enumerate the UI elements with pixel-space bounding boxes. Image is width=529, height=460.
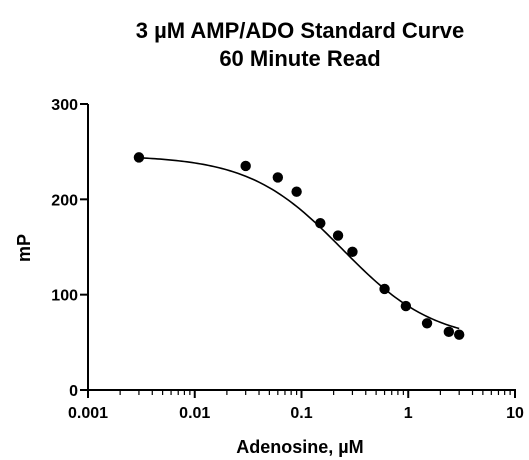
chart-subtitle: 60 Minute Read bbox=[219, 46, 380, 71]
data-point bbox=[315, 217, 326, 229]
x-tick-label: 0.01 bbox=[179, 405, 210, 422]
axes-group bbox=[87, 104, 516, 391]
x-axis-label: Adenosine, µM bbox=[236, 437, 363, 457]
y-tick-label: 0 bbox=[69, 383, 78, 400]
x-tick-label: 1 bbox=[404, 405, 413, 422]
data-point bbox=[400, 300, 412, 312]
data-point bbox=[272, 172, 284, 183]
data-point bbox=[332, 230, 344, 241]
chart-title: 3 µM AMP/ADO Standard Curve bbox=[136, 18, 464, 43]
x-ticks-group: 0.001 0.01 0.1 1 10 bbox=[68, 390, 524, 422]
y-axis-label: mP bbox=[14, 234, 34, 262]
data-points-group bbox=[133, 152, 465, 340]
y-tick-label: 100 bbox=[51, 288, 78, 305]
data-point bbox=[133, 152, 145, 163]
data-point bbox=[240, 160, 251, 172]
y-tick-label: 200 bbox=[51, 192, 78, 209]
fit-curve bbox=[138, 156, 460, 330]
data-point bbox=[453, 329, 465, 340]
data-point bbox=[421, 318, 433, 329]
data-point bbox=[379, 283, 390, 295]
fit-curve-group bbox=[138, 156, 460, 330]
y-tick-label: 300 bbox=[51, 97, 78, 114]
y-ticks-group: 0 100 200 300 bbox=[51, 97, 88, 400]
data-point bbox=[291, 186, 302, 197]
x-tick-label: 0.1 bbox=[290, 405, 312, 422]
data-point bbox=[443, 326, 455, 338]
x-tick-label: 10 bbox=[506, 405, 524, 422]
data-point bbox=[347, 246, 358, 257]
x-tick-label: 0.001 bbox=[68, 405, 108, 422]
